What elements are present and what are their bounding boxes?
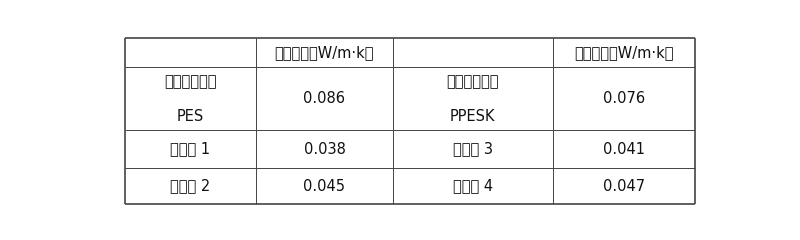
Text: 未实施本方法

PPESK: 未实施本方法 PPESK	[446, 74, 499, 124]
Text: 导热系数（W/m·k）: 导热系数（W/m·k）	[274, 45, 374, 60]
Text: 实施例 2: 实施例 2	[170, 179, 210, 194]
Text: 导热系数（W/m·k）: 导热系数（W/m·k）	[574, 45, 674, 60]
Text: 0.041: 0.041	[603, 142, 645, 156]
Text: 0.076: 0.076	[603, 91, 645, 106]
Text: 0.038: 0.038	[303, 142, 346, 156]
Text: 未实施本方法

PES: 未实施本方法 PES	[164, 74, 217, 124]
Text: 0.045: 0.045	[303, 179, 346, 194]
Text: 0.047: 0.047	[603, 179, 645, 194]
Text: 实施例 4: 实施例 4	[453, 179, 493, 194]
Text: 实施例 1: 实施例 1	[170, 142, 210, 156]
Text: 实施例 3: 实施例 3	[453, 142, 493, 156]
Text: 0.086: 0.086	[303, 91, 346, 106]
